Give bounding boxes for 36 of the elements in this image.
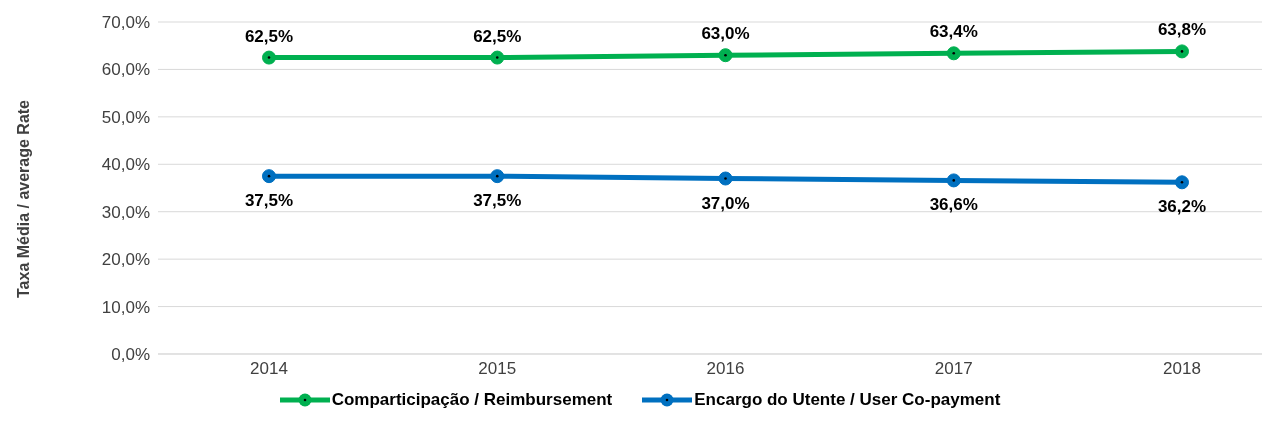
- y-tick-label: 0,0%: [111, 345, 150, 365]
- point: [490, 169, 505, 184]
- point: [718, 48, 733, 63]
- legend-label: Encargo do Utente / User Co-payment: [694, 390, 1001, 410]
- data-label: 36,6%: [929, 195, 978, 215]
- point: [946, 173, 961, 188]
- point: [262, 50, 276, 65]
- y-tick-label: 10,0%: [101, 297, 150, 317]
- point: [1175, 44, 1189, 59]
- y-tick-label: 40,0%: [101, 155, 150, 175]
- y-tick-label: 50,0%: [101, 107, 150, 127]
- y-axis-title: Taxa Média / average Rate: [14, 99, 32, 298]
- y-tick-label: 30,0%: [101, 202, 150, 222]
- x-tick-label: 2015: [478, 359, 517, 379]
- point: [946, 46, 961, 61]
- data-label: 62,5%: [473, 26, 522, 46]
- data-label: 37,5%: [244, 191, 294, 211]
- data-label: 63,4%: [929, 22, 978, 42]
- data-label: 37,0%: [701, 193, 750, 213]
- x-tick-label: 2016: [706, 359, 745, 379]
- x-tick-label: 2014: [250, 359, 288, 379]
- data-label: 63,8%: [1157, 20, 1207, 40]
- data-label: 37,5%: [473, 191, 522, 211]
- point: [1175, 175, 1189, 190]
- data-label: 62,5%: [244, 26, 294, 46]
- data-label: 36,2%: [1157, 197, 1207, 217]
- point: [490, 50, 505, 65]
- y-tick-label: 60,0%: [101, 60, 150, 80]
- y-tick-label: 70,0%: [101, 13, 150, 33]
- x-tick-label: 2018: [1163, 359, 1201, 379]
- y-tick-label: 20,0%: [101, 250, 150, 270]
- point: [718, 171, 733, 186]
- legend-label: Comparticipação / Reimbursement: [331, 390, 613, 410]
- point: [262, 169, 276, 184]
- x-tick-label: 2017: [934, 359, 973, 379]
- data-label: 63,0%: [701, 24, 750, 44]
